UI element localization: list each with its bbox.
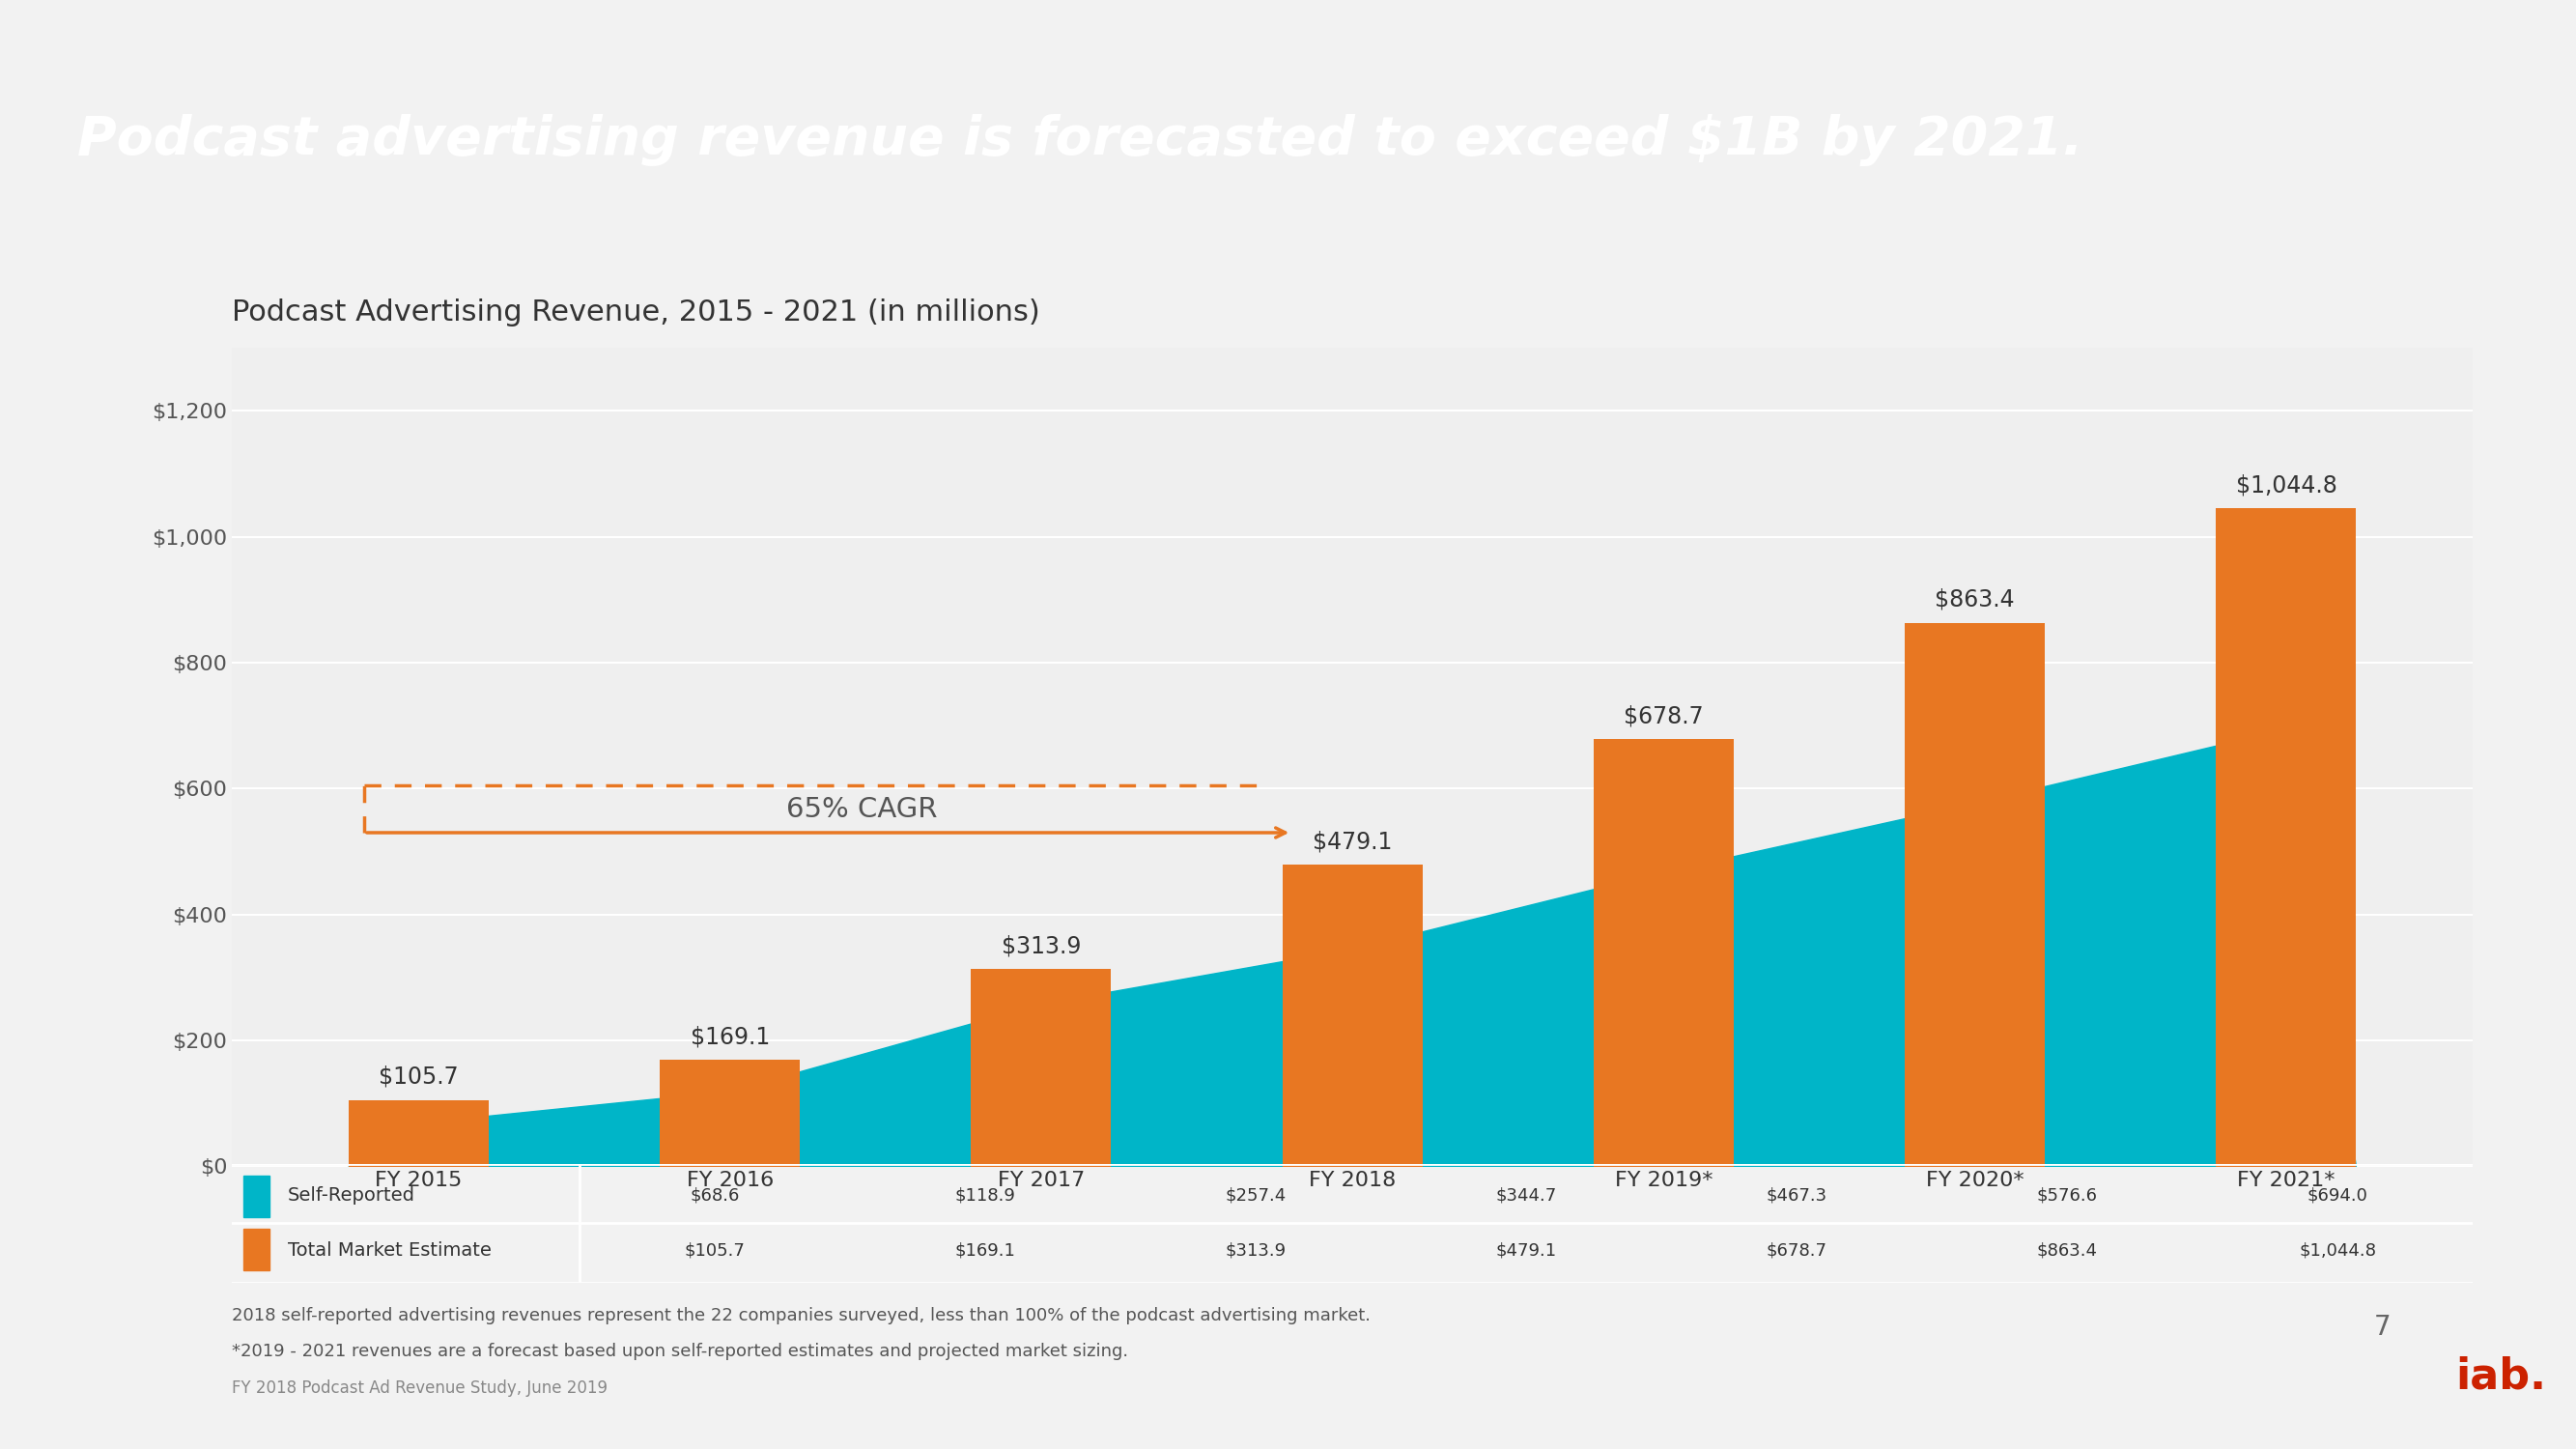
Text: $169.1: $169.1 [956,1242,1015,1259]
Text: $678.7: $678.7 [1623,704,1703,727]
Text: $257.4: $257.4 [1226,1187,1285,1204]
Bar [242,1229,270,1271]
Text: $105.7: $105.7 [379,1065,459,1088]
Text: 7: 7 [2375,1314,2391,1342]
Bar [659,1061,801,1166]
Text: $169.1: $169.1 [690,1026,770,1049]
Text: iab.: iab. [2455,1356,2548,1397]
Text: Podcast Advertising Revenue, 2015 - 2021 (in millions): Podcast Advertising Revenue, 2015 - 2021… [232,298,1041,326]
Text: $467.3: $467.3 [1767,1187,1826,1204]
Bar [1595,739,1734,1166]
Text: $479.1: $479.1 [1497,1242,1556,1259]
Text: $105.7: $105.7 [685,1242,744,1259]
Text: $576.6: $576.6 [2038,1187,2097,1204]
Text: 2018 self-reported advertising revenues represent the 22 companies surveyed, les: 2018 self-reported advertising revenues … [232,1307,1370,1324]
Text: $313.9: $313.9 [1002,935,1082,958]
Text: Podcast advertising revenue is forecasted to exceed $1B by 2021.: Podcast advertising revenue is forecaste… [77,114,2084,167]
Bar [2215,509,2357,1166]
Text: Self-Reported: Self-Reported [289,1187,415,1204]
Text: $678.7: $678.7 [1767,1242,1826,1259]
Text: $1,044.8: $1,044.8 [2298,1242,2375,1259]
Bar [1283,865,1422,1166]
Bar [348,1100,489,1166]
Text: $313.9: $313.9 [1226,1242,1285,1259]
Text: $479.1: $479.1 [1314,830,1391,853]
Text: $694.0: $694.0 [2308,1187,2367,1204]
Text: $863.4: $863.4 [2038,1242,2097,1259]
Text: *2019 - 2021 revenues are a forecast based upon self-reported estimates and proj: *2019 - 2021 revenues are a forecast bas… [232,1343,1128,1361]
Text: $68.6: $68.6 [690,1187,739,1204]
Bar [971,969,1110,1166]
Polygon shape [348,729,2357,1166]
Text: Total Market Estimate: Total Market Estimate [289,1242,492,1259]
Text: $344.7: $344.7 [1497,1187,1556,1204]
Text: 65% CAGR: 65% CAGR [786,796,938,823]
Bar [1904,623,2045,1166]
Text: $118.9: $118.9 [956,1187,1015,1204]
Text: $1,044.8: $1,044.8 [2236,474,2336,497]
Text: $863.4: $863.4 [1935,588,2014,611]
Bar [242,1175,270,1217]
Text: FY 2018 Podcast Ad Revenue Study, June 2019: FY 2018 Podcast Ad Revenue Study, June 2… [232,1379,608,1397]
